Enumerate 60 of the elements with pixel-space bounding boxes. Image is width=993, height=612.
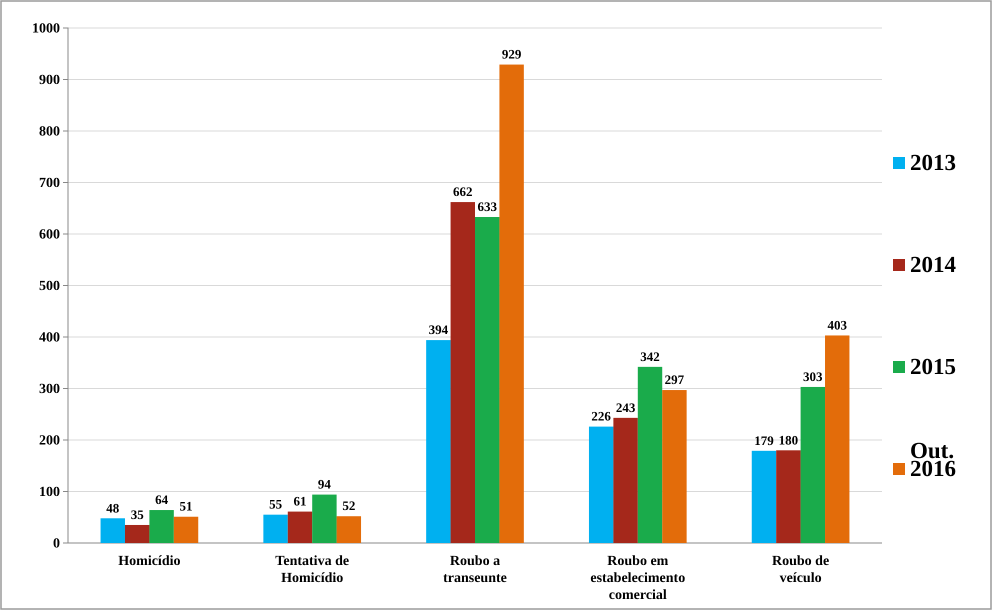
bar [475,217,500,543]
bar [312,494,337,543]
data-label: 303 [803,368,824,384]
data-label: 342 [640,348,660,364]
y-tick-label: 200 [39,433,60,448]
y-tick-label: 300 [39,382,60,397]
data-label: 403 [827,317,848,332]
y-tick-label: 700 [39,176,60,191]
data-label: 662 [453,184,473,200]
data-label: 633 [477,199,498,214]
bar [776,450,801,543]
y-tick-label: 100 [39,484,60,500]
legend-label: 2014 [910,252,956,277]
bar [426,340,451,543]
data-label: 179 [754,432,774,448]
bar [149,510,174,543]
data-label: 35 [130,506,144,522]
data-label: 94 [318,476,332,492]
data-label: 297 [664,372,685,388]
data-label: 929 [502,46,522,62]
x-tick-label: Roubo em estabelecimento comercial [590,554,686,603]
bar [752,450,776,543]
data-label: 55 [269,496,283,512]
data-label: 61 [293,494,306,509]
y-tick-label: 800 [39,124,60,140]
y-tick-label: 500 [39,278,60,294]
data-label: 243 [616,400,636,415]
y-tick-label: 600 [39,227,60,242]
data-label: 64 [155,492,169,508]
bar [100,518,125,543]
data-label: 48 [106,500,120,516]
data-label: 226 [591,408,612,424]
x-tick-label: Homicídio [118,554,181,569]
x-tick-label: Roubo de veículo [772,554,830,586]
bar [288,512,312,543]
bar [124,524,150,543]
legend-label: 2013 [910,150,956,175]
data-label: 52 [342,498,356,514]
y-tick-label: 1000 [32,21,60,36]
data-label: 51 [180,498,193,514]
legend-label: 2015 [910,354,956,379]
bar [336,516,362,543]
x-tick-label: Tentativa de Homicídio [275,554,350,586]
x-tick-label: Roubo a transeunte [443,554,507,586]
bar [450,202,475,543]
y-tick-label: 900 [39,72,60,88]
legend-label: Out. 2016 [910,438,956,481]
bar [800,386,826,543]
bar [588,426,614,543]
bar [613,418,638,543]
bar [263,514,288,543]
bar [825,335,850,543]
bar [174,516,198,543]
y-tick-label: 0 [53,536,60,552]
bar [499,64,524,543]
data-label: 394 [428,322,449,338]
y-tick-label: 400 [39,330,60,346]
bar [638,366,662,543]
bar [662,390,687,543]
data-label: 180 [778,432,798,448]
